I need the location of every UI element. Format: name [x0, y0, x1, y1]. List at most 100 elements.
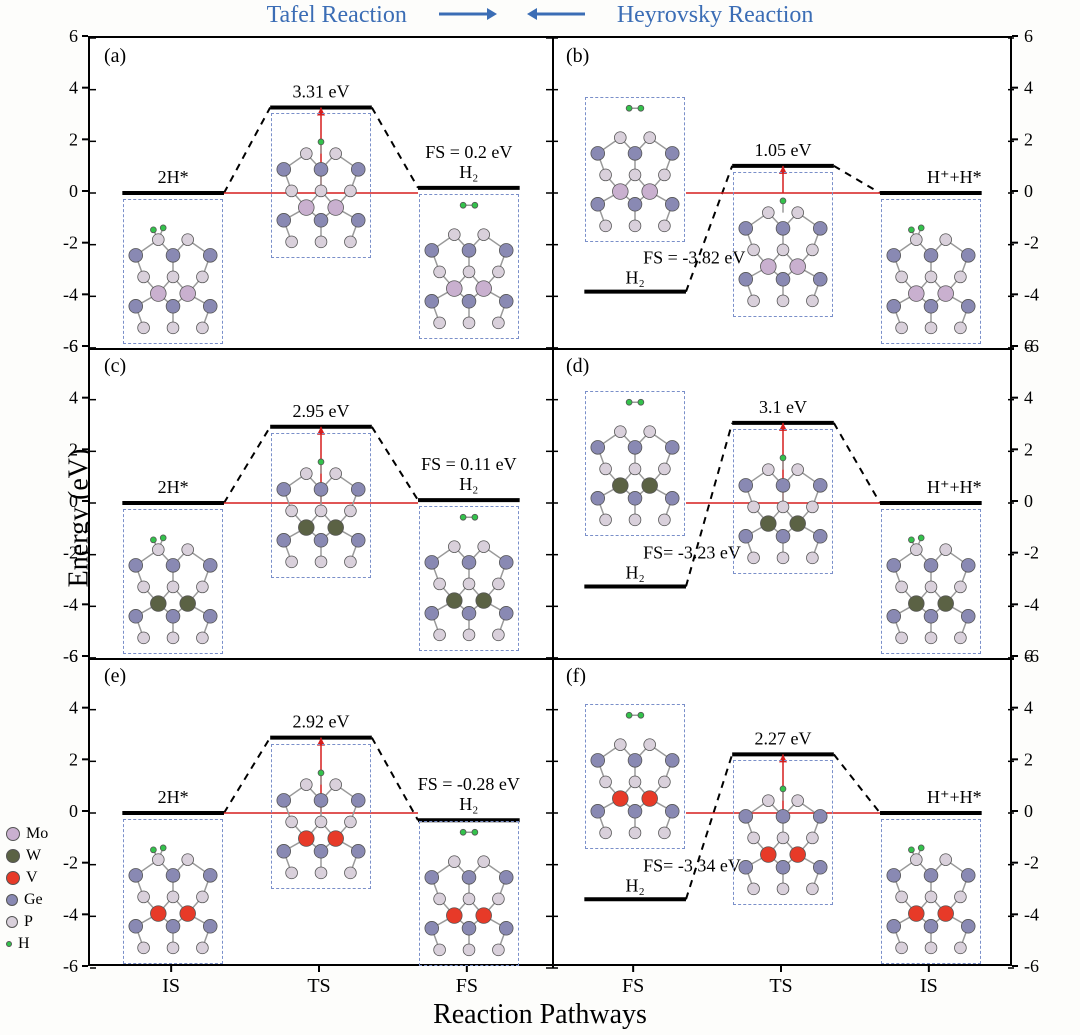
- svg-text:4: 4: [1024, 388, 1033, 408]
- svg-text:TS: TS: [769, 975, 792, 997]
- panel-e: (e) 2.92 eV 2H* FS = -0.28 eVH₂: [90, 658, 552, 968]
- svg-text:-2: -2: [1024, 543, 1039, 563]
- svg-text:-2: -2: [63, 233, 78, 253]
- svg-text:(a): (a): [104, 45, 126, 67]
- legend-item-ge: Ge: [6, 889, 48, 911]
- svg-text:H₂: H₂: [459, 794, 478, 814]
- svg-text:6: 6: [69, 646, 78, 666]
- svg-text:6: 6: [69, 26, 78, 46]
- svg-text:(f): (f): [566, 665, 586, 687]
- svg-text:-4: -4: [1024, 904, 1039, 924]
- svg-text:-4: -4: [1024, 594, 1039, 614]
- svg-text:2: 2: [69, 439, 78, 459]
- svg-text:FS: FS: [456, 975, 478, 997]
- panel-c: (c)2.95 eV2H*FS = 0.11 eVH₂: [90, 348, 552, 658]
- svg-text:FS: FS: [622, 975, 644, 997]
- structure-inset: [123, 199, 223, 344]
- svg-text:2.27 eV: 2.27 eV: [755, 728, 812, 748]
- structure-inset: [271, 433, 371, 578]
- svg-text:2: 2: [1024, 439, 1033, 459]
- svg-text:1.05 eV: 1.05 eV: [755, 140, 812, 160]
- svg-text:-4: -4: [1024, 284, 1039, 304]
- svg-text:H⁺+H*: H⁺+H*: [927, 477, 982, 497]
- header-tafel: Tafel Reaction: [267, 2, 407, 29]
- svg-text:H₂: H₂: [626, 268, 645, 288]
- svg-text:H⁺+H*: H⁺+H*: [927, 167, 982, 187]
- svg-text:IS: IS: [920, 975, 938, 997]
- svg-text:2.92 eV: 2.92 eV: [293, 712, 350, 732]
- svg-text:4: 4: [69, 698, 78, 718]
- svg-text:4: 4: [69, 78, 78, 98]
- legend-label: Ge: [24, 891, 43, 909]
- svg-text:IS: IS: [162, 975, 180, 997]
- svg-text:(e): (e): [104, 665, 126, 687]
- y-ticks-right: -6-4-20246-6-4-20246-6-4-20246: [1012, 36, 1062, 966]
- svg-text:-4: -4: [63, 594, 78, 614]
- atom-legend: MoWVGePH: [6, 823, 48, 955]
- legend-item-p: P: [6, 911, 48, 933]
- panel-b: (b)1.05 eVFS = -3.82 eVH₂H⁺+H*: [552, 38, 1014, 348]
- svg-text:0: 0: [69, 491, 78, 511]
- header-heyrovsky: Heyrovsky Reaction: [617, 2, 814, 29]
- structure-inset: [881, 819, 981, 964]
- structure-inset: [881, 199, 981, 344]
- svg-text:-2: -2: [1024, 233, 1039, 253]
- svg-text:6: 6: [1024, 336, 1033, 356]
- structure-inset: [733, 172, 833, 317]
- svg-text:3.1 eV: 3.1 eV: [759, 397, 807, 417]
- svg-text:2: 2: [69, 749, 78, 769]
- structure-inset: [271, 113, 371, 258]
- svg-text:0: 0: [1024, 491, 1033, 511]
- svg-text:6: 6: [1024, 646, 1033, 666]
- figure: Tafel Reaction Heyrovsky Reaction Energy…: [0, 0, 1080, 1035]
- structure-inset: [123, 819, 223, 964]
- atom-dot-icon: [6, 871, 20, 885]
- svg-text:H₂: H₂: [626, 562, 645, 582]
- svg-text:0: 0: [1024, 801, 1033, 821]
- svg-text:4: 4: [1024, 698, 1033, 718]
- structure-inset: [733, 760, 833, 905]
- legend-label: H: [18, 935, 30, 953]
- svg-text:H₂: H₂: [459, 474, 478, 494]
- legend-item-v: V: [6, 867, 48, 889]
- legend-label: W: [26, 847, 41, 865]
- svg-text:2.95 eV: 2.95 eV: [293, 401, 350, 421]
- svg-text:2H*: 2H*: [158, 787, 189, 807]
- svg-text:2: 2: [1024, 749, 1033, 769]
- svg-text:0: 0: [69, 181, 78, 201]
- atom-dot-icon: [6, 941, 12, 947]
- svg-text:0: 0: [1024, 181, 1033, 201]
- svg-text:-2: -2: [1024, 853, 1039, 873]
- svg-text:FS = 0.2 eV: FS = 0.2 eV: [425, 142, 512, 162]
- svg-text:-4: -4: [63, 904, 78, 924]
- svg-text:FS = 0.11 eV: FS = 0.11 eV: [421, 454, 516, 474]
- structure-inset: [733, 429, 833, 574]
- structure-inset: [881, 509, 981, 654]
- svg-text:H⁺+H*: H⁺+H*: [927, 787, 982, 807]
- svg-text:FS = -0.28 eV: FS = -0.28 eV: [418, 774, 520, 794]
- panel-a: (a)3.31 eV2H*FS = 0.2 eVH₂: [90, 38, 552, 348]
- svg-text:-2: -2: [63, 543, 78, 563]
- atom-dot-icon: [6, 916, 18, 928]
- x-ticks: ISTSFSFSTSIS: [88, 966, 1012, 998]
- atom-dot-icon: [6, 894, 18, 906]
- svg-text:2: 2: [1024, 129, 1033, 149]
- legend-label: P: [24, 913, 33, 931]
- panel-d: (d)3.1 eVFS= -3.23 eVH₂H⁺+H*: [552, 348, 1014, 658]
- svg-text:H₂: H₂: [626, 875, 645, 895]
- structure-inset: [271, 744, 371, 889]
- atom-dot-icon: [6, 827, 20, 841]
- svg-text:-6: -6: [1024, 956, 1039, 976]
- structure-inset: [585, 391, 685, 536]
- legend-item-h: H: [6, 933, 48, 955]
- svg-text:2: 2: [69, 129, 78, 149]
- y-ticks-left: -6-4-20246-6-4-20246-6-4-20246: [48, 36, 88, 966]
- svg-text:2H*: 2H*: [158, 167, 189, 187]
- svg-text:6: 6: [69, 336, 78, 356]
- svg-text:-6: -6: [63, 956, 78, 976]
- x-axis-label: Reaction Pathways: [0, 999, 1080, 1031]
- structure-inset: [419, 506, 519, 651]
- svg-text:0: 0: [69, 801, 78, 821]
- svg-text:-4: -4: [63, 284, 78, 304]
- panel-f: (f)2.27 eVFS= -3.34 eVH₂H⁺+H*: [552, 658, 1014, 968]
